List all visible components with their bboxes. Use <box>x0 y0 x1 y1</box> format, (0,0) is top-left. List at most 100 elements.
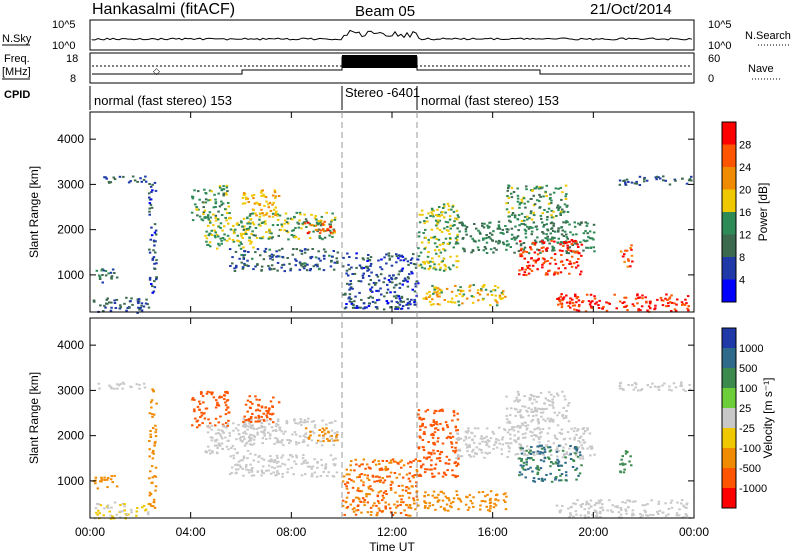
echo-cell <box>225 426 228 429</box>
echo-cell <box>582 427 585 430</box>
echo-cell <box>497 239 501 242</box>
echo-cell <box>304 421 307 424</box>
echo-cell <box>552 191 556 194</box>
echo-cell <box>336 431 339 433</box>
echo-cell <box>539 251 542 254</box>
echo-cell <box>277 401 281 404</box>
echo-cell <box>244 231 247 234</box>
echo-cell <box>574 502 577 505</box>
echo-cell <box>289 217 293 220</box>
echo-cell <box>204 192 207 194</box>
echo-cell <box>450 441 453 444</box>
echo-cell <box>579 435 583 438</box>
echo-cell <box>479 508 482 511</box>
echo-cell <box>577 222 580 225</box>
echo-cell <box>151 189 154 192</box>
echo-cell <box>272 461 276 464</box>
echo-cell <box>541 451 545 454</box>
echo-cell <box>547 440 550 443</box>
echo-cell <box>302 454 305 457</box>
echo-cell <box>243 250 247 253</box>
echo-cell <box>384 468 387 471</box>
echo-cell <box>535 427 538 430</box>
echo-cell <box>247 265 250 267</box>
echo-cell <box>214 236 217 239</box>
echo-cell <box>220 214 224 216</box>
echo-cell <box>509 407 513 410</box>
echo-cell <box>540 240 543 243</box>
echo-cell <box>196 214 199 217</box>
echo-cell <box>551 245 554 248</box>
echo-cell <box>509 442 513 445</box>
echo-cell <box>523 453 526 456</box>
echo-cell <box>560 303 564 306</box>
echo-cell <box>402 501 405 504</box>
echo-cell <box>238 437 242 440</box>
echo-cell <box>321 427 325 430</box>
echo-cell <box>456 433 460 435</box>
echo-cell <box>395 253 398 256</box>
echo-cell <box>578 441 582 444</box>
echo-cell <box>266 412 269 415</box>
echo-cell <box>348 256 351 258</box>
echo-cell <box>466 297 469 300</box>
echo-cell <box>540 411 543 414</box>
echo-cell <box>464 430 468 433</box>
echo-cell <box>421 446 425 449</box>
echo-cell <box>570 427 573 430</box>
echo-cell <box>487 226 490 229</box>
echo-cell <box>526 265 529 268</box>
echo-cell <box>430 459 433 462</box>
echo-cell <box>278 255 281 258</box>
echo-cell <box>368 493 371 496</box>
echo-cell <box>119 510 122 513</box>
echo-cell <box>274 437 277 440</box>
echo-cell <box>521 405 524 408</box>
echo-cell <box>335 435 338 438</box>
echo-cell <box>436 457 439 460</box>
echo-cell <box>369 256 373 259</box>
echo-cell <box>508 421 512 424</box>
echo-cell <box>433 409 437 412</box>
echo-cell <box>311 248 314 250</box>
echo-cell <box>455 494 459 496</box>
echo-cell <box>564 242 567 245</box>
echo-cell <box>283 270 286 273</box>
echo-cell <box>556 272 560 275</box>
echo-cell <box>367 297 370 299</box>
echo-cell <box>385 253 388 256</box>
echo-cell <box>682 388 685 391</box>
echo-cell <box>523 219 526 222</box>
echo-cell <box>102 514 105 517</box>
echo-cell <box>242 233 245 236</box>
echo-cell <box>550 221 554 224</box>
echo-cell <box>481 491 485 493</box>
echo-cell <box>240 234 243 237</box>
echo-cell <box>449 268 452 271</box>
echo-cell <box>539 459 543 462</box>
echo-cell <box>423 261 426 264</box>
echo-cell <box>116 383 119 386</box>
echo-cell <box>509 433 512 436</box>
echo-cell <box>346 481 350 484</box>
echo-region <box>505 184 570 223</box>
echo-cell <box>370 271 373 274</box>
echo-cell <box>453 474 457 477</box>
echo-cell <box>93 300 96 303</box>
echo-cell <box>546 239 550 242</box>
echo-cell <box>536 258 540 261</box>
echo-cell <box>154 229 158 232</box>
echo-cell <box>423 247 426 250</box>
echo-cell <box>270 459 273 462</box>
echo-cell <box>378 479 381 482</box>
echo-cell <box>109 386 113 389</box>
echo-cell <box>349 282 353 285</box>
echo-cell <box>685 506 688 509</box>
echo-cell <box>369 485 372 488</box>
echo-cell <box>265 469 268 472</box>
echo-cell <box>408 300 411 303</box>
echo-cell <box>394 460 397 463</box>
echo-cell <box>497 242 500 245</box>
echo-cell <box>224 208 227 211</box>
echo-cell <box>565 451 569 454</box>
